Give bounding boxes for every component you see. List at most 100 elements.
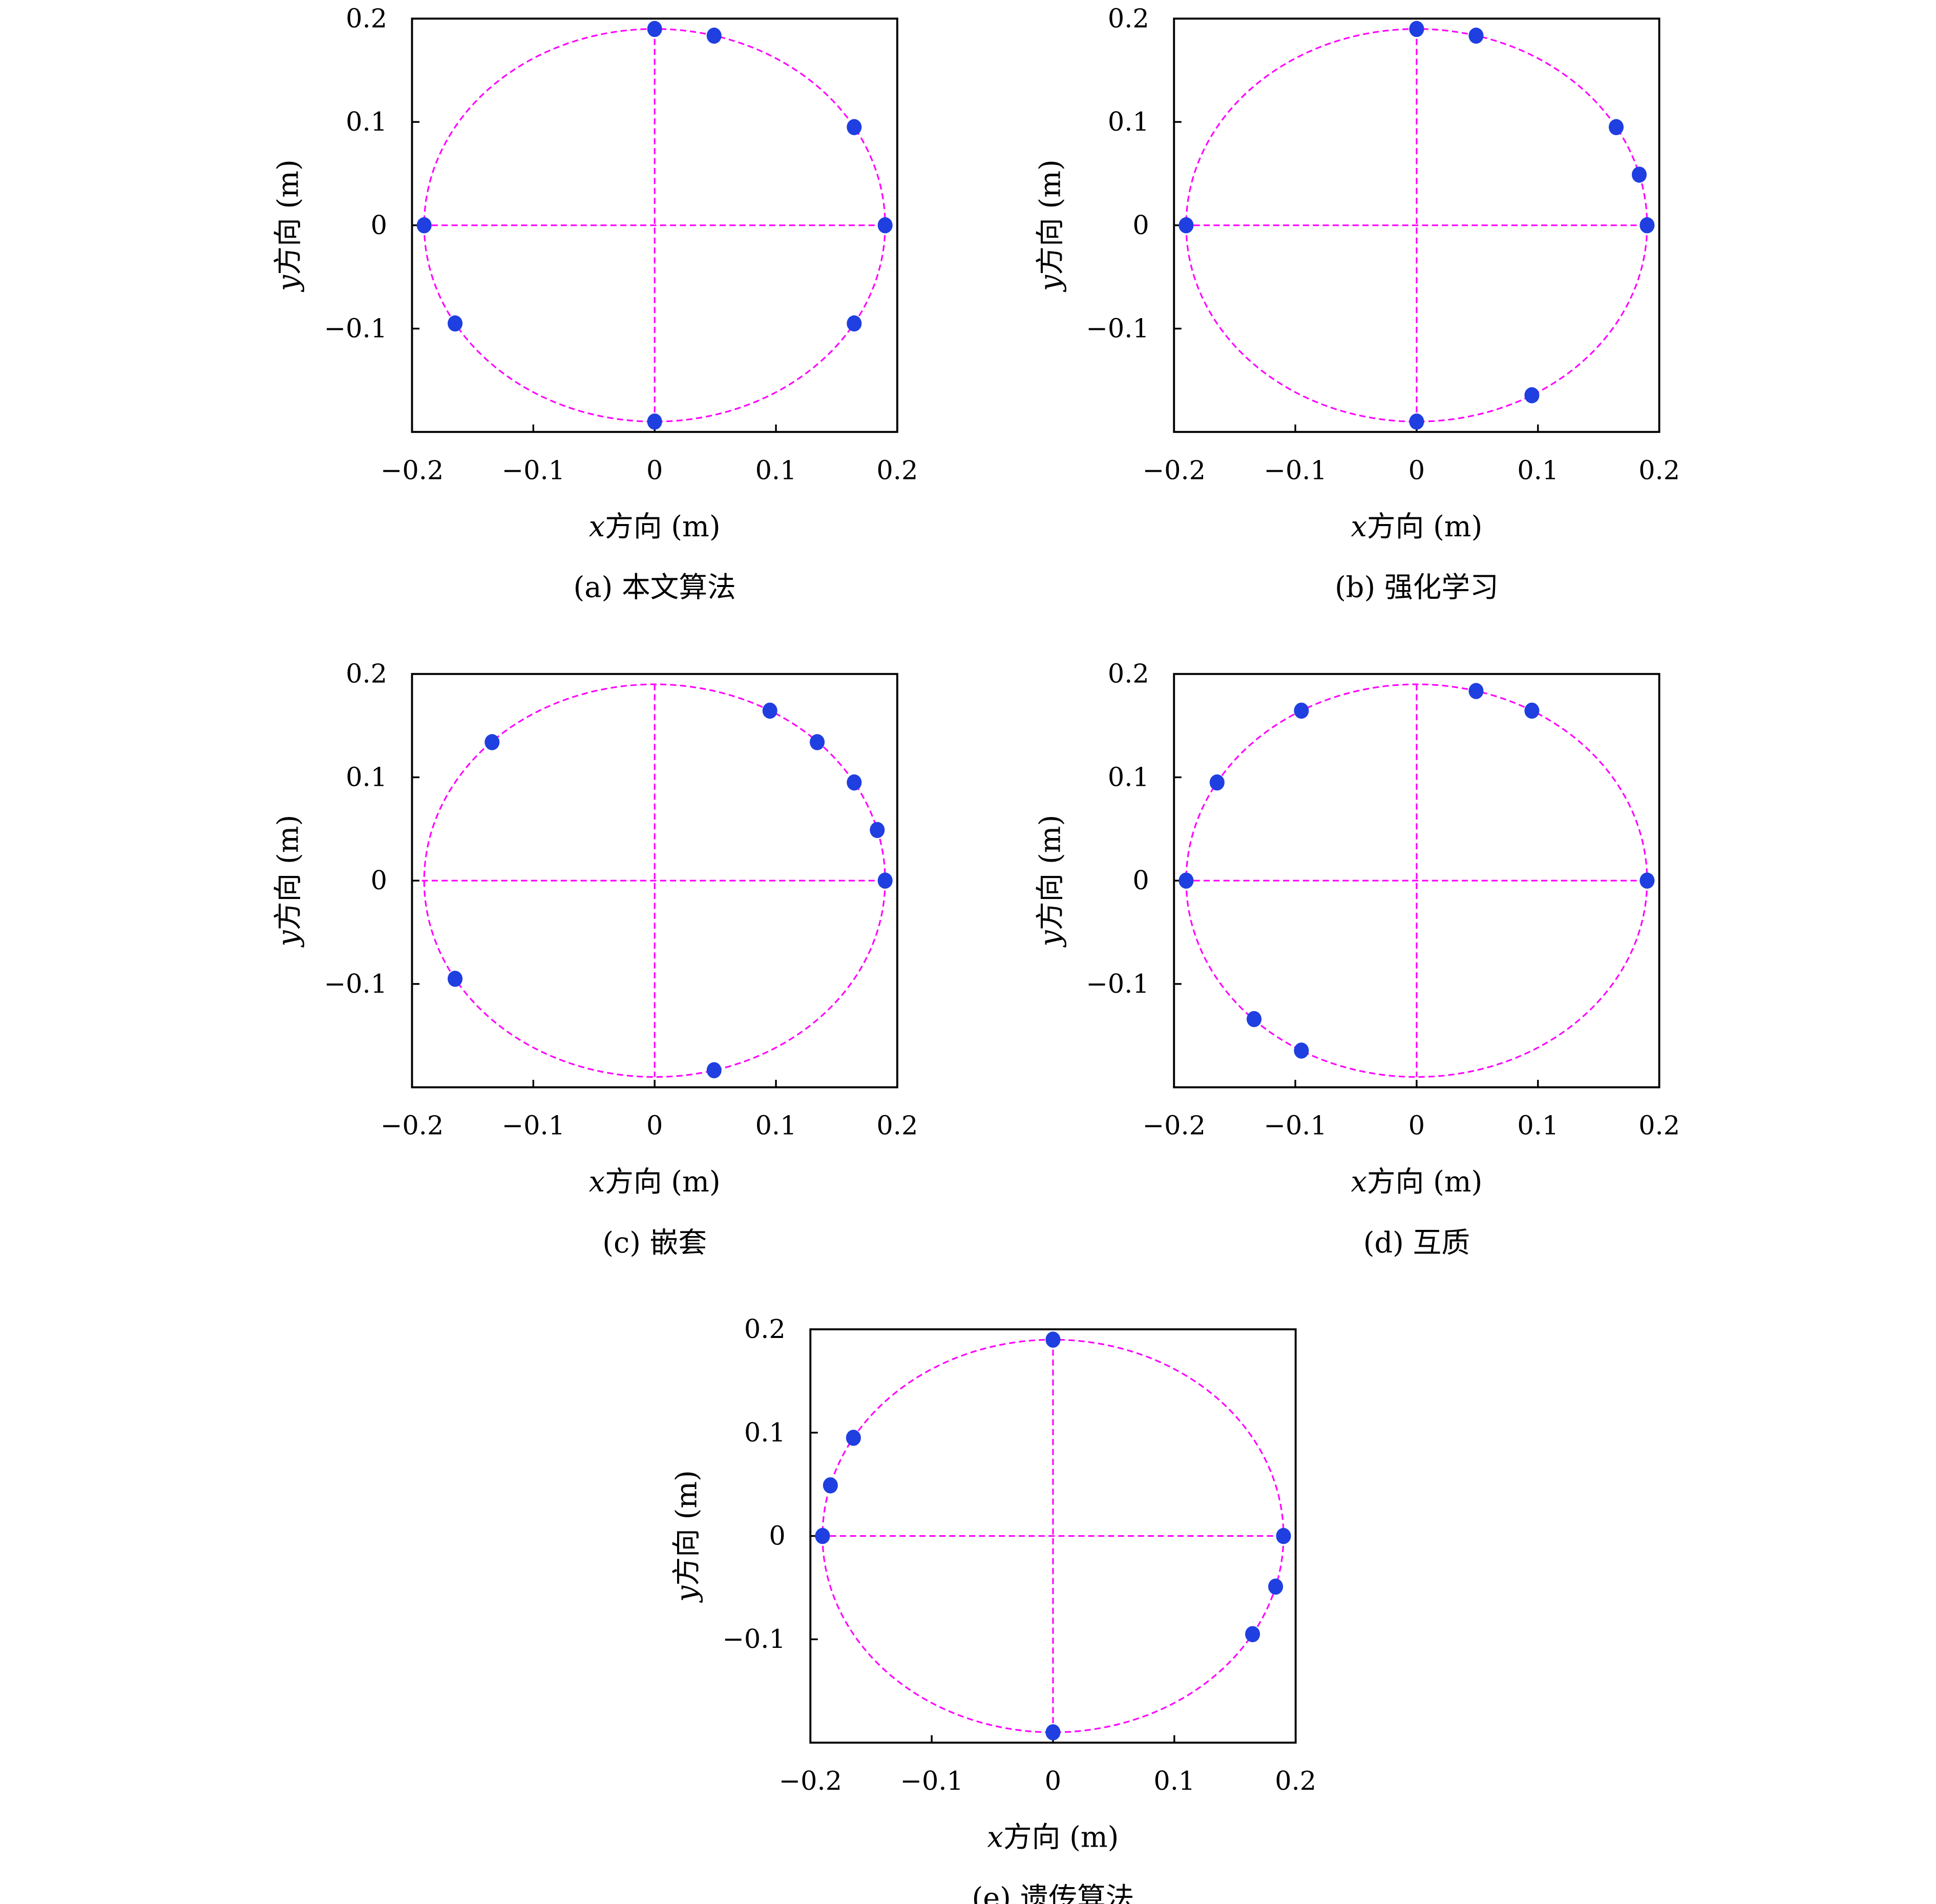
data-point — [762, 702, 777, 719]
x-axis-label: x方向 (m) — [589, 1165, 721, 1199]
data-point — [1209, 774, 1225, 791]
y-tick-label: −0.1 — [1086, 969, 1149, 999]
x-axis-text: 方向 (m) — [1003, 1821, 1119, 1854]
data-point — [448, 971, 463, 987]
x-tick-label: −0.1 — [502, 455, 565, 485]
subplot-caption: (b) 强化学习 — [1335, 571, 1499, 604]
data-point — [1524, 702, 1540, 719]
y-axis-var: y — [272, 930, 305, 948]
data-point — [1409, 20, 1424, 37]
y-axis-var: y — [670, 1585, 703, 1603]
data-point — [815, 1528, 830, 1544]
data-point — [1247, 1011, 1262, 1028]
x-tick-label: 0 — [1045, 1766, 1061, 1796]
x-tick-label: 0.1 — [755, 455, 797, 485]
data-point — [1276, 1528, 1291, 1544]
y-tick-label: 0.1 — [346, 107, 387, 137]
y-tick-label: 0 — [371, 865, 387, 895]
y-tick-label: −0.1 — [722, 1624, 786, 1654]
y-axis-var: y — [1034, 274, 1067, 292]
x-tick-label: −0.2 — [1142, 1111, 1206, 1141]
y-tick-label: 0.2 — [744, 1314, 786, 1344]
data-point — [823, 1477, 838, 1494]
data-point — [846, 1430, 861, 1446]
x-tick-label: −0.1 — [900, 1766, 963, 1796]
data-point — [1268, 1578, 1283, 1595]
y-tick-label: 0.2 — [1108, 3, 1149, 33]
y-tick-label: 0 — [371, 210, 387, 240]
y-tick-label: 0.2 — [346, 3, 387, 33]
subplot-caption: (a) 本文算法 — [574, 571, 736, 604]
x-tick-label: −0.1 — [1264, 455, 1327, 485]
data-point — [1179, 872, 1194, 889]
x-tick-label: 0.1 — [755, 1111, 797, 1141]
x-tick-label: −0.1 — [502, 1111, 565, 1141]
x-tick-label: 0.2 — [876, 455, 918, 485]
x-tick-label: 0.2 — [1638, 1111, 1680, 1141]
data-point — [1524, 387, 1540, 404]
y-axis-label: y方向 (m) — [1034, 815, 1067, 948]
y-tick-label: 0.1 — [744, 1417, 786, 1448]
x-axis-var: x — [589, 1165, 605, 1199]
y-tick-label: 0.1 — [1108, 762, 1149, 792]
x-axis-label: x方向 (m) — [1351, 510, 1482, 543]
data-point — [1468, 683, 1484, 699]
y-tick-label: 0.2 — [346, 659, 387, 689]
x-tick-label: 0.1 — [1517, 455, 1559, 485]
x-tick-label: 0.1 — [1153, 1766, 1195, 1796]
data-point — [847, 774, 862, 791]
y-tick-label: 0 — [1132, 865, 1149, 895]
x-tick-label: 0.2 — [1275, 1766, 1316, 1796]
data-point — [416, 217, 432, 234]
data-point — [1294, 702, 1309, 719]
y-axis-text: 方向 (m) — [670, 1470, 703, 1585]
x-tick-label: 0 — [646, 455, 663, 485]
data-point — [877, 872, 893, 889]
y-axis-text: 方向 (m) — [272, 815, 305, 930]
x-tick-label: −0.2 — [1142, 455, 1206, 485]
x-axis-var: x — [1351, 510, 1366, 543]
data-point — [1045, 1331, 1061, 1348]
x-tick-label: −0.2 — [381, 1111, 444, 1141]
y-axis-label: y方向 (m) — [272, 815, 305, 948]
y-axis-label: y方向 (m) — [272, 159, 305, 292]
x-axis-label: x方向 (m) — [589, 510, 721, 543]
y-axis-var: y — [1034, 930, 1067, 948]
data-point — [1639, 872, 1655, 889]
x-tick-label: 0 — [646, 1111, 663, 1141]
data-point — [647, 413, 662, 430]
x-axis-text: 方向 (m) — [605, 1165, 720, 1199]
data-point — [1609, 119, 1624, 135]
x-axis-var: x — [1351, 1165, 1366, 1199]
subplot-caption: (e) 遗传算法 — [972, 1881, 1134, 1904]
data-point — [1632, 166, 1647, 183]
data-point — [847, 315, 862, 332]
y-axis-text: 方向 (m) — [272, 159, 305, 275]
x-tick-label: 0 — [1408, 1111, 1425, 1141]
y-tick-label: −0.1 — [324, 969, 387, 999]
x-axis-text: 方向 (m) — [1367, 510, 1482, 543]
data-point — [1639, 217, 1655, 234]
y-axis-var: y — [272, 274, 305, 292]
data-point — [485, 734, 500, 750]
x-axis-label: x方向 (m) — [1351, 1165, 1482, 1199]
x-tick-label: 0.2 — [1638, 455, 1680, 485]
y-tick-label: −0.1 — [324, 313, 387, 343]
y-tick-label: −0.1 — [1086, 313, 1149, 343]
data-point — [870, 822, 885, 839]
data-point — [1245, 1626, 1260, 1642]
y-axis-label: y方向 (m) — [1034, 159, 1067, 292]
data-point — [877, 217, 893, 234]
y-axis-text: 方向 (m) — [1034, 815, 1067, 930]
x-tick-label: 0 — [1408, 455, 1425, 485]
y-axis-label: y方向 (m) — [670, 1470, 703, 1603]
data-point — [1179, 217, 1194, 234]
y-tick-label: 0.1 — [1108, 107, 1149, 137]
data-point — [1045, 1724, 1061, 1741]
data-point — [706, 27, 722, 44]
